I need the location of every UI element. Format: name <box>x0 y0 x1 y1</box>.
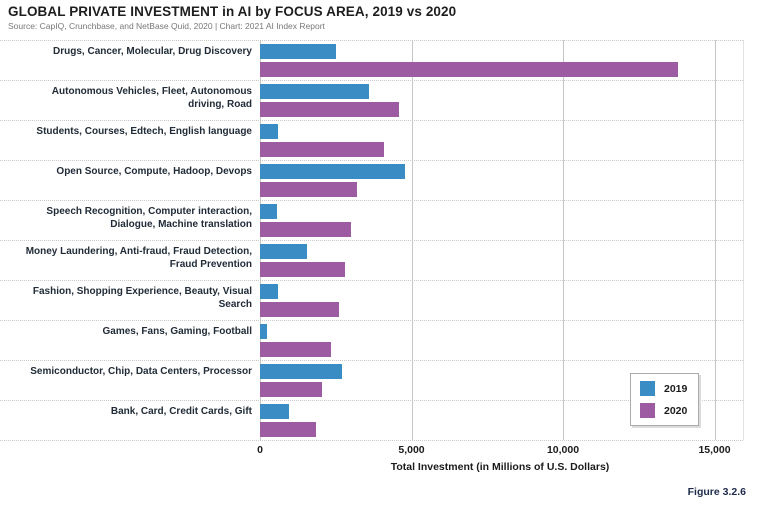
x-tick-label: 5,000 <box>398 444 425 456</box>
legend-entry-2020: 2020 <box>640 403 687 418</box>
x-gridline-5,000 <box>411 40 413 440</box>
category-separator <box>0 120 743 121</box>
legend-swatch-2019 <box>640 381 655 396</box>
bar-2019 <box>260 124 278 139</box>
bar-2019 <box>260 324 267 339</box>
category-label: Autonomous Vehicles, Fleet, Autonomous dr… <box>51 86 252 110</box>
category-label: Students, Courses, Edtech, English langu… <box>36 126 252 137</box>
category-separator <box>0 280 743 281</box>
category-label: Speech Recognition, Computer interaction… <box>46 206 252 230</box>
bar-2020 <box>260 382 322 397</box>
category-label: Drugs, Cancer, Molecular, Drug Discovery <box>53 46 252 57</box>
plot-right-edge <box>743 40 744 440</box>
category-label: Fashion, Shopping Experience, Beauty, Vi… <box>32 286 252 310</box>
legend-label-2020: 2020 <box>664 404 688 417</box>
category-separator <box>0 40 743 41</box>
legend-swatch-2020 <box>640 403 655 418</box>
bar-2020 <box>260 182 357 197</box>
bar-2019 <box>260 84 369 99</box>
category-separator <box>0 400 743 401</box>
bar-2019 <box>260 164 405 179</box>
bar-2020 <box>260 142 384 157</box>
category-separator <box>0 360 743 361</box>
bar-2020 <box>260 102 399 117</box>
category-separator <box>0 80 743 81</box>
bar-2020 <box>260 422 316 437</box>
bar-2019 <box>260 44 336 59</box>
chart-title: GLOBAL PRIVATE INVESTMENT in AI by FOCUS… <box>8 4 457 19</box>
category-separator <box>0 160 743 161</box>
legend-entry-2019: 2019 <box>640 381 687 396</box>
category-label: Games, Fans, Gaming, Football <box>102 326 252 337</box>
category-separator <box>0 200 743 201</box>
x-axis-label: Total Investment (in Millions of U.S. Do… <box>390 461 610 473</box>
figure-label: Figure 3.2.6 <box>687 486 746 498</box>
x-tick-label: 10,000 <box>546 444 580 456</box>
bar-2019 <box>260 364 342 379</box>
bar-chart: 2019 2020 0 5,000 10,000 15,000 Drugs, Cance… <box>0 40 760 460</box>
bar-2019 <box>260 284 278 299</box>
bar-2019 <box>260 244 307 259</box>
bar-2020 <box>260 342 331 357</box>
legend-label-2019: 2019 <box>664 382 688 395</box>
category-label: Semiconductor, Chip, Data Centers, Proce… <box>30 366 252 377</box>
x-gridline-10,000 <box>563 40 564 440</box>
bar-2020 <box>260 222 351 237</box>
category-label: Open Source, Compute, Hadoop, Devops <box>56 166 252 177</box>
category-separator <box>0 440 743 441</box>
bar-2019 <box>260 204 277 219</box>
x-gridline-0 <box>260 40 261 440</box>
category-label: Money Laundering, Anti-fraud, Fraud Dete… <box>25 246 252 270</box>
category-separator <box>0 320 743 321</box>
x-gridline-15,000 <box>714 40 716 440</box>
bar-2020 <box>260 262 345 277</box>
bar-2020 <box>260 302 339 317</box>
bar-2020 <box>260 62 678 77</box>
chart-legend: 2019 2020 <box>630 373 700 426</box>
x-tick-label: 0 <box>257 444 263 456</box>
category-label: Bank, Card, Credit Cards, Gift <box>110 406 252 417</box>
x-tick-label: 15,000 <box>698 444 731 456</box>
chart-source: Source: CapIQ, Crunchbase, and NetBase Q… <box>8 21 325 31</box>
bar-2019 <box>260 404 289 419</box>
category-separator <box>0 240 743 241</box>
